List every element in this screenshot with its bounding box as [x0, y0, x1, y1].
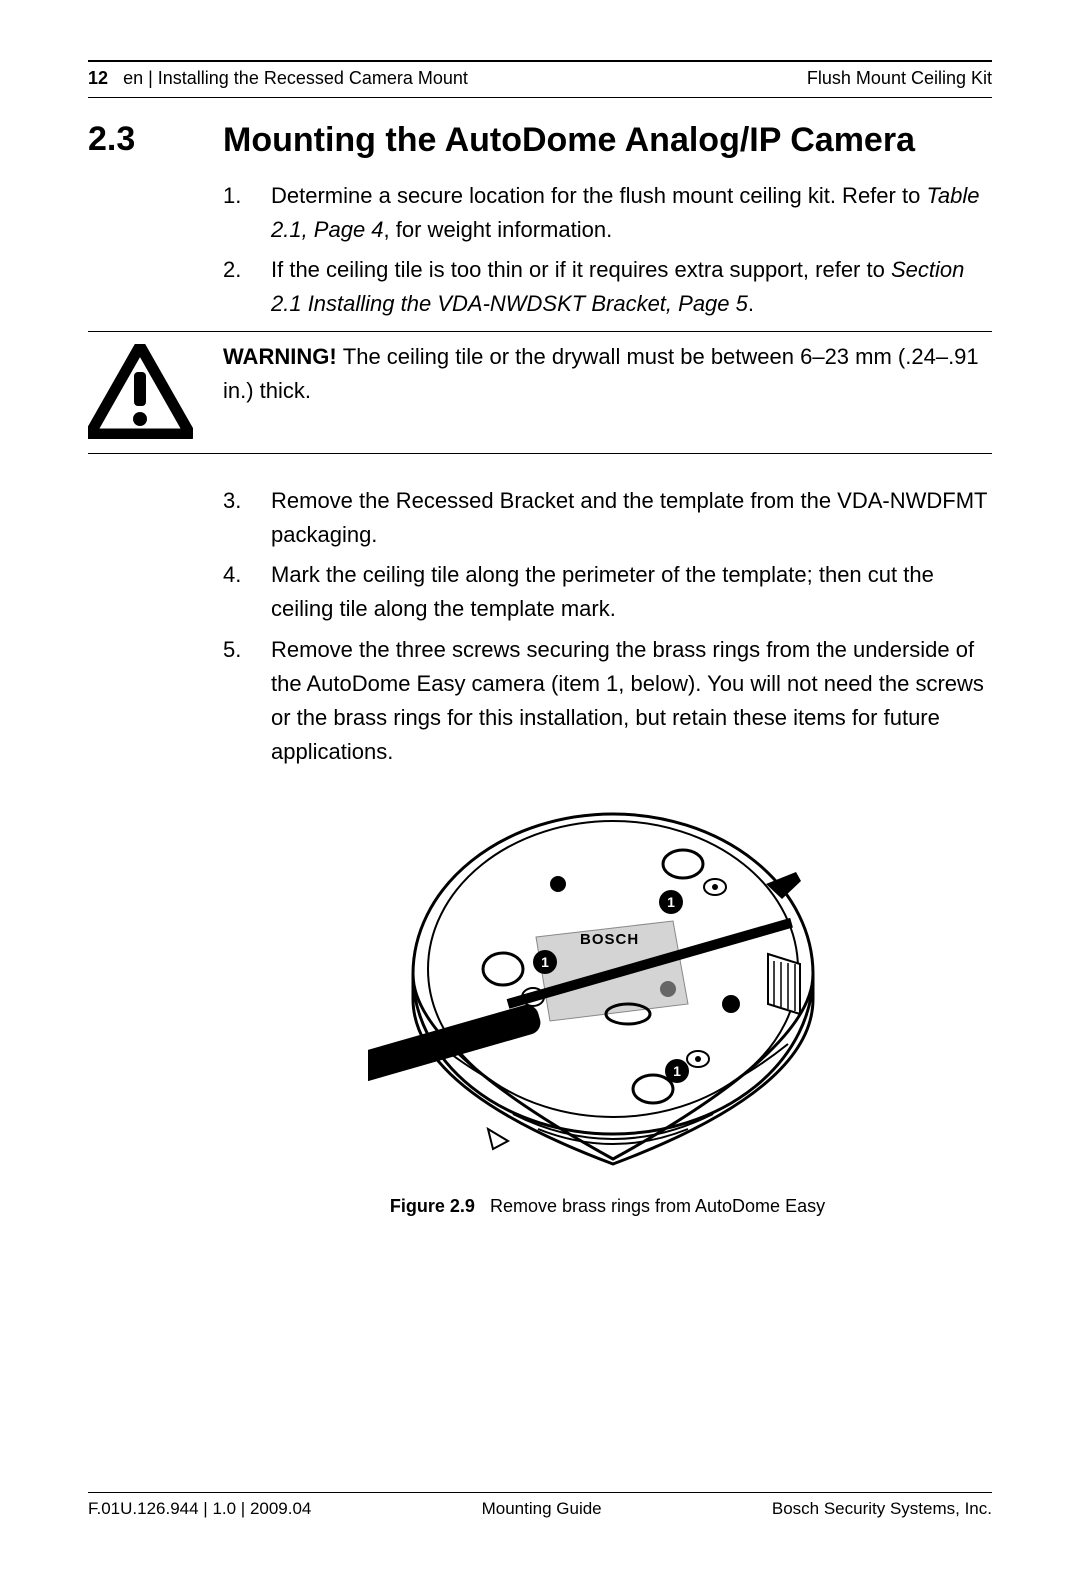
figure-illustration: BOSCH: [368, 789, 848, 1179]
header-right: Flush Mount Ceiling Kit: [807, 68, 992, 89]
step-marker: 2.: [223, 253, 271, 321]
step-text: Remove the three screws securing the bra…: [271, 633, 992, 769]
section-number: 2.3: [88, 120, 223, 161]
step-marker: 4.: [223, 558, 271, 626]
section-heading: 2.3 Mounting the AutoDome Analog/IP Came…: [88, 120, 992, 161]
svg-text:1: 1: [667, 894, 675, 910]
content-block-1: 1. Determine a secure location for the f…: [223, 179, 992, 321]
step-marker: 3.: [223, 484, 271, 552]
page-number: 12: [88, 68, 108, 88]
step-item: 2. If the ceiling tile is too thin or if…: [223, 253, 992, 321]
header-left: 12 en | Installing the Recessed Camera M…: [88, 68, 468, 89]
step-text: Remove the Recessed Bracket and the temp…: [271, 484, 992, 552]
section-title: Mounting the AutoDome Analog/IP Camera: [223, 120, 915, 161]
callout-1: 1: [665, 1059, 689, 1083]
step-item: 5. Remove the three screws securing the …: [223, 633, 992, 769]
warning-icon: [88, 340, 223, 439]
footer-left: F.01U.126.944 | 1.0 | 2009.04: [88, 1499, 311, 1519]
step-item: 3. Remove the Recessed Bracket and the t…: [223, 484, 992, 552]
callout-1: 1: [659, 890, 683, 914]
callout-1: 1: [533, 950, 557, 974]
warning-text: WARNING! The ceiling tile or the drywall…: [223, 340, 992, 408]
footer-center: Mounting Guide: [482, 1499, 602, 1519]
page-header: 12 en | Installing the Recessed Camera M…: [88, 62, 992, 98]
step-marker: 5.: [223, 633, 271, 769]
svg-text:1: 1: [673, 1063, 681, 1079]
footer-right: Bosch Security Systems, Inc.: [772, 1499, 992, 1519]
step-text: If the ceiling tile is too thin or if it…: [271, 253, 992, 321]
step-text: Mark the ceiling tile along the perimete…: [271, 558, 992, 626]
step-item: 4. Mark the ceiling tile along the perim…: [223, 558, 992, 626]
warning-block: WARNING! The ceiling tile or the drywall…: [88, 331, 992, 454]
step-marker: 1.: [223, 179, 271, 247]
content-block-2: 3. Remove the Recessed Bracket and the t…: [223, 484, 992, 1217]
header-section-text: [113, 68, 123, 88]
figure-caption: Figure 2.9 Remove brass rings from AutoD…: [223, 1196, 992, 1217]
figure: BOSCH: [223, 789, 992, 1217]
brand-text: BOSCH: [580, 931, 639, 948]
svg-text:1: 1: [541, 954, 549, 970]
step-text: Determine a secure location for the flus…: [271, 179, 992, 247]
step-item: 1. Determine a secure location for the f…: [223, 179, 992, 247]
page-footer: F.01U.126.944 | 1.0 | 2009.04 Mounting G…: [88, 1492, 992, 1519]
